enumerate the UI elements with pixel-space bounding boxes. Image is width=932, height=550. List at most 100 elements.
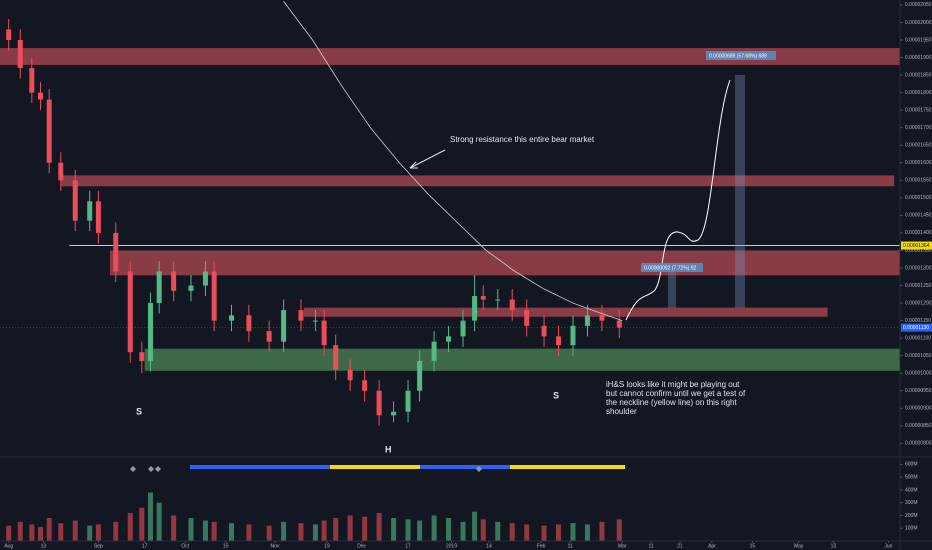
y-tick-label: 0.00001400 [905, 230, 932, 236]
volume-bar [229, 523, 235, 541]
volume-bar [38, 526, 44, 541]
volume-tick-label: 100M [905, 526, 918, 532]
candle-body [246, 315, 252, 332]
measure-label-box [641, 263, 703, 272]
candle-body [570, 325, 576, 346]
volume-tick-label: 500M [905, 474, 918, 480]
candle-body [480, 296, 486, 300]
y-tick-label: 0.00001450 [905, 213, 932, 219]
y-tick-label: 0.00001500 [905, 195, 932, 201]
candle-body [616, 320, 622, 328]
zone [144, 348, 901, 371]
arrow-head [409, 161, 418, 169]
y-tick-label: 0.00001250 [905, 283, 932, 289]
volume-tick-label: 600M [905, 462, 918, 468]
y-tick-label: 0.00001300 [905, 265, 932, 271]
candle-body [211, 271, 217, 321]
candle-body [391, 411, 397, 416]
candle-body [46, 99, 52, 163]
y-tick-label: 0.00001200 [905, 300, 932, 306]
zone [109, 250, 901, 276]
volume-bar [156, 502, 162, 541]
y-tick-label: 0.00001850 [905, 72, 932, 78]
x-tick-label: 15 [223, 543, 229, 549]
y-tick-label: 0.00000900 [905, 406, 932, 412]
x-tick-label: 17 [405, 543, 411, 549]
volume-bar [87, 525, 93, 541]
y-tick-label: 0.00001000 [905, 371, 932, 377]
volume-bar [556, 524, 562, 541]
volume-bar [29, 524, 35, 541]
candle-body [298, 310, 304, 321]
volume-bar [616, 519, 622, 541]
volume-bar [188, 518, 194, 541]
candle-body [376, 390, 382, 416]
candle-body [113, 232, 119, 272]
candle-body [495, 299, 501, 301]
measure-bar [668, 270, 676, 308]
candle-body [541, 325, 547, 337]
axes: 0.00002050 0.00002000 0.00001950 0.00001900… [4, 2, 932, 549]
y-tick-label: 0.00001950 [905, 37, 932, 43]
volume-bar [460, 521, 466, 541]
x-tick-label: 15 [750, 543, 756, 549]
volume-bar [446, 518, 452, 541]
y-tick-label: 0.00001750 [905, 107, 932, 113]
x-tick-label: 21 [677, 543, 683, 549]
price-label-box [901, 241, 932, 250]
y-tick-label: 0.00001800 [905, 90, 932, 96]
candle-body [6, 29, 12, 40]
candle-body [171, 271, 177, 291]
volume-bar [46, 518, 52, 541]
y-tick-label: 0.00001550 [905, 178, 932, 184]
volume-bar [347, 515, 353, 541]
volume-bar [599, 521, 605, 541]
candle-body [266, 331, 272, 342]
candle-body [460, 320, 466, 337]
candle-body [509, 299, 515, 311]
candle-body [202, 271, 208, 286]
volume-bar [127, 512, 133, 541]
volume-bar [95, 524, 101, 541]
volume-bar [362, 516, 368, 541]
volume-bar [202, 520, 208, 541]
x-tick-label: Sep [94, 543, 103, 549]
volume-bar [541, 525, 547, 541]
volume-bar [570, 523, 576, 541]
volume-bar [113, 521, 119, 541]
candle-body [321, 320, 327, 346]
zone [0, 48, 900, 65]
candle-body [524, 310, 530, 326]
candle-body [417, 360, 423, 391]
y-tick-label: 0.00002050 [905, 2, 932, 8]
annotation: Strong resistance this entire bear marke… [450, 135, 595, 144]
y-tick-label: 0.00001100 [905, 335, 931, 341]
y-tick-label: 0.00000800 [905, 441, 932, 447]
x-tick-label: Feb [537, 543, 546, 549]
candle-body [38, 92, 44, 100]
volume-tick-label: 200M [905, 513, 918, 519]
volume-bar [312, 524, 318, 541]
pattern-label: S [136, 406, 142, 416]
y-tick-label: 0.00001650 [905, 143, 932, 149]
y-tick-label: 0.00001350 [905, 248, 932, 254]
candle-body [405, 390, 411, 412]
pattern-label: S [553, 390, 559, 400]
candle-body [446, 336, 452, 342]
candle-body [127, 271, 133, 353]
volume-bar [298, 523, 304, 541]
measure-label: 0.00000092 (7.72%) 92 [644, 265, 696, 271]
x-tick-label: 2019 [446, 543, 457, 549]
candle-body [556, 336, 562, 346]
price-label: 0.00001364 [903, 243, 930, 249]
candle-body [17, 39, 23, 69]
x-tick-label: 19 [324, 543, 330, 549]
y-tick-label: 0.00002000 [905, 20, 932, 26]
volume-bar [58, 523, 64, 541]
y-tick-label: 0.00001050 [905, 353, 932, 359]
measure-label-box [706, 51, 776, 60]
pattern-label: H [385, 444, 392, 454]
candle-body [72, 180, 78, 221]
x-tick-label: Oct [181, 543, 189, 549]
